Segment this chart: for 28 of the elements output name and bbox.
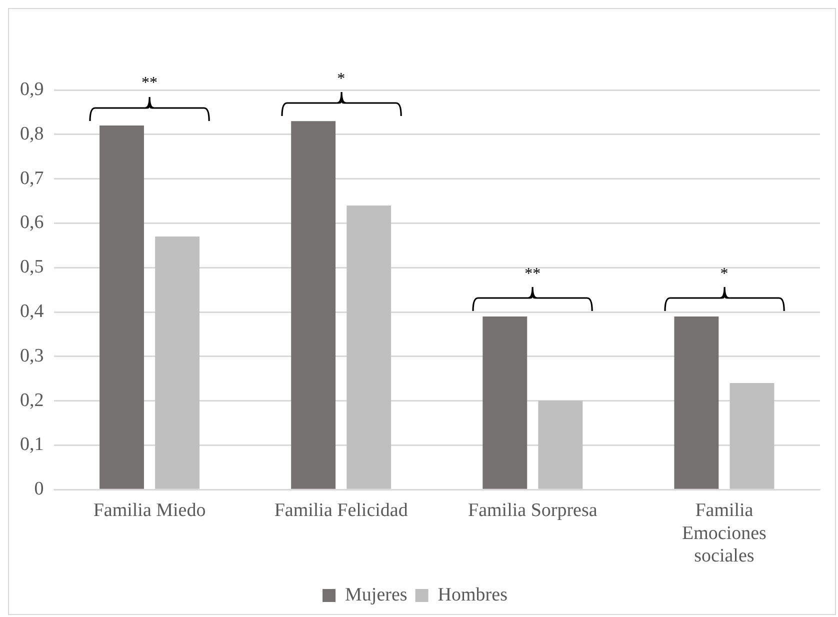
bar [346, 205, 392, 489]
x-tick-label: Familia Emociones sociales [682, 500, 766, 567]
bar [155, 236, 200, 489]
bar [730, 383, 774, 489]
annotation: ** [142, 74, 158, 92]
y-tick-label: 0,9 [20, 78, 44, 100]
bar [291, 121, 336, 489]
bar [674, 316, 719, 489]
y-tick-label: 0,6 [20, 212, 44, 234]
y-tick-label: 0,2 [20, 390, 44, 411]
y-tick-label: 0,7 [20, 168, 44, 189]
y-tick-label: 0,8 [20, 123, 44, 144]
bar [538, 400, 583, 489]
x-tick-label: Familia Felicidad [274, 500, 408, 521]
annotation: ** [524, 266, 541, 283]
y-tick-label: 0,1 [20, 434, 44, 456]
bar [100, 126, 144, 489]
y-tick-label: 0,3 [20, 345, 44, 366]
bar [482, 316, 528, 489]
text: * [337, 70, 346, 88]
x-tick-label: Familia Sorpresa [468, 500, 598, 521]
y-tick-label: 0 [34, 478, 44, 500]
legend-label: Hombres [438, 584, 508, 606]
x-tick-label: Familia Miedo [93, 500, 206, 521]
annotation: * [720, 266, 728, 283]
legend-label: Mujeres [345, 584, 408, 606]
y-tick-label: 0,4 [20, 300, 44, 322]
y-tick-label: 0,5 [20, 256, 44, 278]
